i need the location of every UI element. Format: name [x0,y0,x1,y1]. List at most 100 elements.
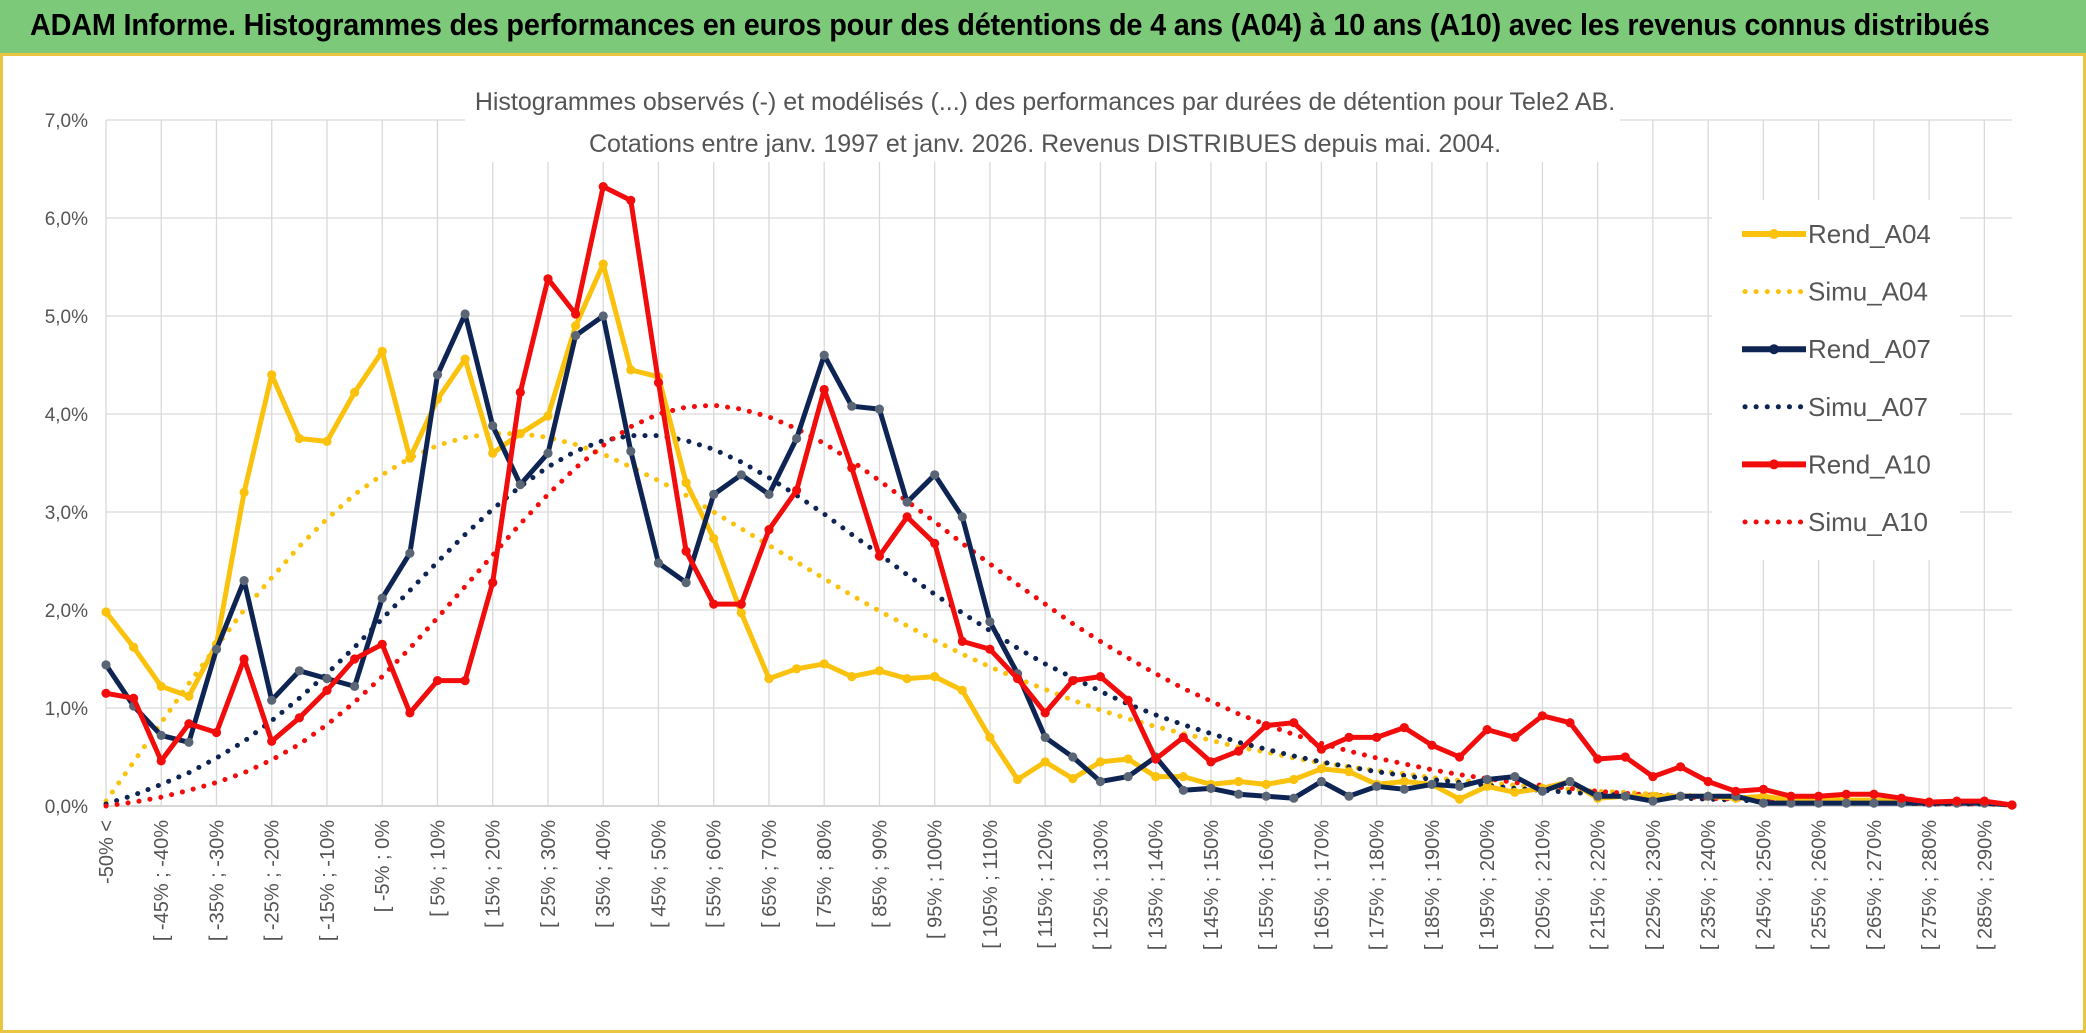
data-point-Rend_A07 [1510,772,1520,782]
legend-marker-Rend_A10 [1769,459,1779,470]
data-point-Rend_A10 [1869,789,1879,799]
data-point-Rend_A07 [543,448,553,458]
series-layer [101,182,2017,810]
data-point-Rend_A07 [239,576,249,586]
data-point-Rend_A07 [792,433,802,444]
data-point-Rend_A04 [985,732,995,743]
legend-label-Simu_A04: Simu_A04 [1808,277,1928,307]
data-point-Rend_A04 [1344,767,1354,777]
data-point-Rend_A10 [1648,772,1658,782]
data-point-Rend_A04 [543,411,553,421]
data-point-Rend_A10 [156,756,166,766]
data-point-Rend_A07 [930,470,940,480]
data-point-Rend_A07 [1068,752,1078,762]
data-point-Rend_A10 [1123,695,1133,705]
x-tick-label: [ -45% ; -40% [151,820,173,941]
data-point-Rend_A04 [101,607,111,617]
data-point-Rend_A07 [1786,798,1796,808]
data-point-Rend_A07 [736,470,746,480]
data-point-Rend_A04 [957,685,967,696]
x-tick-label: [ 255% ; 260% [1809,820,1831,950]
data-point-Rend_A07 [957,512,967,522]
x-tick-label: [ 175% ; 180% [1367,820,1389,950]
data-point-Rend_A07 [902,497,912,507]
data-point-Rend_A07 [709,489,719,499]
data-point-Rend_A04 [322,436,332,446]
data-point-Rend_A10 [1814,791,1824,801]
data-point-Rend_A07 [1869,798,1879,808]
data-point-Rend_A10 [488,578,498,588]
data-point-Rend_A10 [1151,754,1161,764]
data-point-Rend_A10 [543,274,553,284]
data-point-Rend_A07 [1814,798,1824,808]
data-point-Rend_A07 [350,681,360,692]
data-point-Rend_A07 [1565,776,1575,787]
x-tick-label: [ 95% ; 100% [925,820,947,939]
y-tick-label: 3,0% [45,503,88,524]
data-point-Rend_A04 [488,448,498,458]
x-tick-label: [ 225% ; 230% [1643,820,1665,950]
data-point-Rend_A04 [405,453,415,463]
data-point-Rend_A07 [1454,781,1465,792]
data-point-Rend_A10 [1013,674,1023,684]
x-tick-label: [ 65% ; 70% [759,820,781,928]
data-point-Rend_A07 [1344,791,1354,801]
x-tick-label: [ -35% ; -30% [206,820,228,941]
y-tick-label: 1,0% [45,699,88,720]
data-point-Rend_A04 [267,370,277,380]
y-tick-label: 6,0% [45,209,88,230]
data-point-Rend_A07 [764,489,774,499]
data-point-Rend_A04 [1316,764,1326,774]
data-point-Rend_A10 [1675,762,1686,772]
data-point-Rend_A10 [1095,672,1105,682]
data-point-Rend_A04 [847,672,857,682]
x-tick-label: [ 165% ; 170% [1311,820,1333,950]
x-tick-label: [ 75% ; 80% [814,820,836,928]
x-tick-label: [ 195% ; 200% [1477,820,1499,950]
data-point-Rend_A07 [819,350,829,360]
data-point-Rend_A07 [460,309,470,319]
legend-label-Rend_A04: Rend_A04 [1808,219,1931,249]
data-point-Rend_A07 [1427,779,1437,790]
data-point-Rend_A10 [930,538,940,549]
data-point-Rend_A10 [571,309,581,319]
data-point-Rend_A07 [985,617,995,627]
data-point-Rend_A07 [432,370,443,380]
x-tick-label: [ 215% ; 220% [1588,820,1610,950]
data-point-Rend_A07 [1234,789,1244,799]
data-point-Rend_A04 [184,691,194,701]
data-point-Rend_A10 [460,676,470,686]
data-point-Rend_A10 [515,387,525,397]
data-point-Rend_A07 [1620,791,1630,801]
data-point-Rend_A04 [1234,776,1244,787]
data-point-Rend_A10 [294,713,304,723]
x-tick-label: [ 205% ; 210% [1532,820,1554,950]
data-point-Rend_A04 [764,674,774,684]
data-point-Rend_A10 [322,685,332,696]
y-tick-label: 5,0% [45,307,88,328]
data-point-Rend_A07 [1537,786,1547,796]
data-point-Rend_A10 [1537,711,1547,721]
data-point-Rend_A07 [1593,791,1603,801]
data-point-Rend_A04 [377,346,387,356]
x-tick-label: [ 265% ; 270% [1864,820,1886,950]
legend-label-Simu_A07: Simu_A07 [1808,392,1928,422]
data-point-Rend_A10 [1593,754,1603,764]
data-point-Rend_A07 [626,446,636,456]
x-tick-label: [ 145% ; 150% [1201,820,1223,950]
y-tick-label: 7,0% [45,111,88,132]
data-point-Rend_A10 [681,546,691,556]
data-point-Rend_A10 [211,727,222,738]
data-point-Rend_A10 [736,599,746,609]
data-point-Rend_A07 [405,548,415,558]
data-point-Rend_A07 [1648,796,1658,806]
data-point-Rend_A10 [902,512,912,522]
x-tick-label: [ 85% ; 90% [869,820,891,928]
data-point-Rend_A07 [322,674,332,684]
data-point-Rend_A10 [350,654,360,664]
y-tick-label: 0,0% [45,797,88,818]
x-tick-label: [ 5% ; 10% [427,820,449,917]
data-point-Rend_A10 [653,378,664,388]
data-point-Rend_A10 [1454,752,1465,762]
data-point-Rend_A10 [1482,725,1492,735]
